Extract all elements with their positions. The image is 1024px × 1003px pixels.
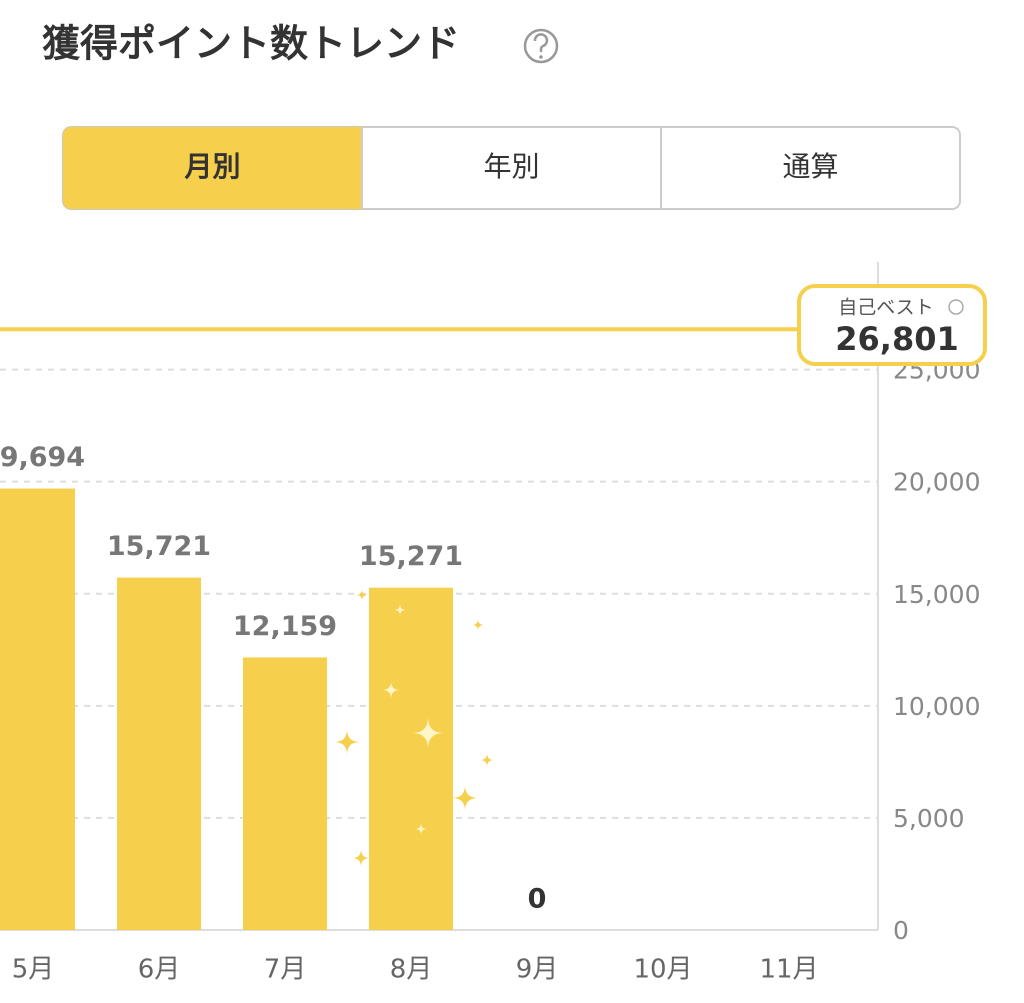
best-value: 26,801 — [835, 320, 958, 358]
best-help-icon[interactable] — [948, 299, 964, 315]
tab-label: 通算 — [782, 150, 838, 183]
title: 獲得ポイント数トレンド — [42, 22, 460, 66]
help-icon[interactable] — [523, 28, 559, 64]
sparkle — [352, 849, 370, 867]
bar — [243, 657, 327, 930]
sparkle — [394, 604, 406, 616]
sparkle — [415, 823, 427, 835]
sparkle — [334, 729, 360, 755]
value-label: 15,271 — [359, 541, 463, 572]
x-tick-label: 10月 — [633, 955, 692, 985]
y-tick-label: 10,000 — [893, 692, 980, 721]
value-label: 19,694 — [0, 442, 85, 473]
best-badge — [797, 284, 987, 366]
y-tick-label: 5,000 — [893, 804, 965, 833]
tab-selected[interactable] — [63, 127, 362, 209]
y-tick-label: 20,000 — [893, 468, 980, 497]
bar — [117, 577, 201, 930]
x-tick-label: 5月 — [12, 955, 55, 985]
sparkle — [480, 753, 494, 767]
bar — [0, 488, 75, 930]
tab-label: 月別 — [183, 150, 240, 183]
x-tick-label: 11月 — [759, 955, 818, 985]
value-label: 0 — [528, 884, 547, 915]
value-label: 12,159 — [233, 611, 337, 642]
chart: 05,00010,00015,00020,00025,0005月19,6946月… — [0, 262, 987, 985]
value-label: 15,721 — [107, 531, 211, 562]
x-tick-label: 9月 — [516, 955, 559, 985]
sparkle — [412, 717, 444, 749]
sparkle — [472, 619, 484, 631]
sparkle — [382, 681, 400, 699]
tab-bar: 月別 年別 通算 — [62, 126, 961, 210]
x-tick-label: 8月 — [390, 955, 433, 985]
x-tick-label: 6月 — [138, 955, 181, 985]
sparkle — [452, 785, 478, 811]
x-tick-label: 7月 — [264, 955, 307, 985]
tab-label: 年別 — [483, 150, 539, 183]
best-label: 自己ベスト — [838, 297, 933, 319]
bar — [369, 587, 453, 930]
y-tick-label: 15,000 — [893, 580, 980, 609]
sparkle — [356, 589, 368, 601]
y-tick-label: 0 — [893, 916, 909, 945]
